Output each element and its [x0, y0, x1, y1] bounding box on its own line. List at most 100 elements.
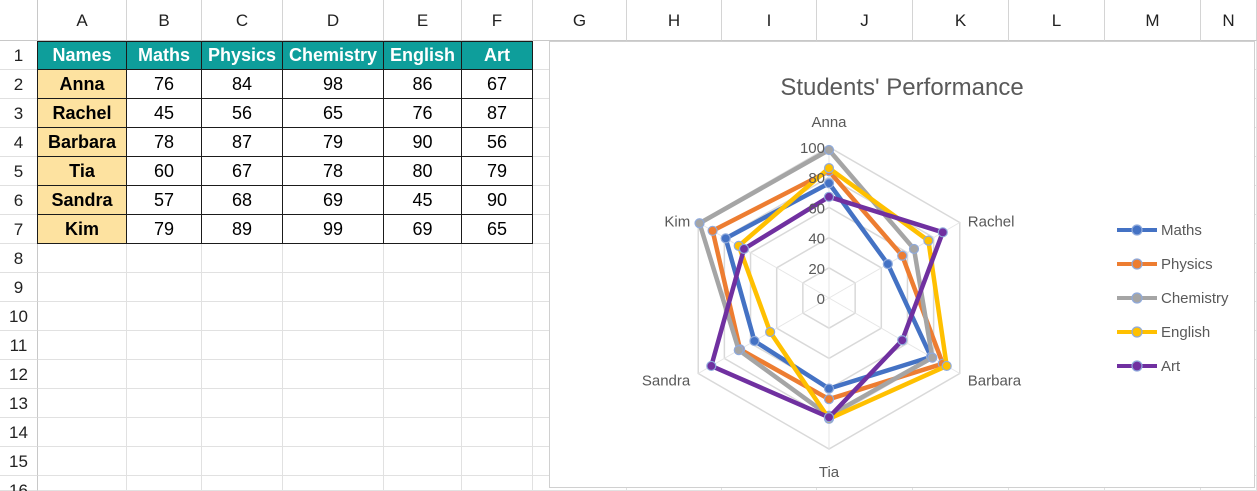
row-header-3[interactable]: 3: [0, 99, 38, 128]
data-point-art: [937, 227, 948, 238]
select-all-corner[interactable]: [0, 0, 38, 41]
row-header-10[interactable]: 10: [0, 302, 38, 331]
score-cell[interactable]: 87: [202, 128, 283, 157]
column-header-H[interactable]: H: [627, 0, 722, 41]
table-top-border: [38, 41, 533, 42]
name-cell[interactable]: Anna: [38, 70, 127, 99]
row-header-5[interactable]: 5: [0, 157, 38, 186]
radar-spoke: [828, 222, 961, 299]
column-header-D[interactable]: D: [283, 0, 384, 41]
column-header-A[interactable]: A: [38, 0, 127, 41]
name-cell[interactable]: Sandra: [38, 186, 127, 215]
data-point-maths: [823, 383, 835, 394]
gridline-vertical: [282, 41, 283, 491]
chart-title: Students' Performance: [780, 74, 1023, 101]
row-header-4[interactable]: 4: [0, 128, 38, 157]
score-cell[interactable]: 76: [384, 99, 462, 128]
row-header-7[interactable]: 7: [0, 215, 38, 244]
column-header-C[interactable]: C: [202, 0, 283, 41]
row-header-13[interactable]: 13: [0, 389, 38, 418]
score-cell[interactable]: 45: [384, 186, 462, 215]
score-cell[interactable]: 79: [462, 157, 533, 186]
score-cell[interactable]: 67: [202, 157, 283, 186]
score-cell[interactable]: 69: [283, 186, 384, 215]
column-header-K[interactable]: K: [913, 0, 1009, 41]
score-cell[interactable]: 89: [202, 215, 283, 244]
score-cell[interactable]: 65: [462, 215, 533, 244]
axis-tick-label: 60: [808, 200, 825, 217]
score-cell[interactable]: 98: [283, 70, 384, 99]
header-cell-maths[interactable]: Maths: [127, 41, 202, 70]
name-cell[interactable]: Tia: [38, 157, 127, 186]
column-header-M[interactable]: M: [1105, 0, 1201, 41]
score-cell[interactable]: 90: [462, 186, 533, 215]
row-header-1[interactable]: 1: [0, 41, 38, 70]
table-left-border: [37, 41, 38, 244]
score-cell[interactable]: 78: [283, 157, 384, 186]
score-cell[interactable]: 79: [127, 215, 202, 244]
name-cell[interactable]: Barbara: [38, 128, 127, 157]
header-cell-english[interactable]: English: [384, 41, 462, 70]
header-cell-physics[interactable]: Physics: [202, 41, 283, 70]
gridline-vertical: [532, 41, 533, 491]
score-cell[interactable]: 56: [202, 99, 283, 128]
name-cell[interactable]: Kim: [38, 215, 127, 244]
data-point-art: [706, 360, 717, 372]
header-cell-chemistry[interactable]: Chemistry: [283, 41, 384, 70]
row-header-14[interactable]: 14: [0, 418, 38, 447]
data-point-chemistry: [908, 243, 920, 255]
legend-label-maths: Maths: [1161, 222, 1202, 239]
score-cell[interactable]: 87: [462, 99, 533, 128]
data-point-maths: [823, 178, 835, 189]
column-header-F[interactable]: F: [462, 0, 533, 41]
gridline-vertical: [461, 41, 462, 491]
data-point-chemistry: [823, 144, 835, 156]
score-cell[interactable]: 76: [127, 70, 202, 99]
header-cell-names[interactable]: Names: [38, 41, 127, 70]
data-point-physics: [897, 250, 908, 261]
radar-chart[interactable]: Students' Performance Anna Rachel Barbara Ti…: [549, 41, 1255, 488]
score-cell[interactable]: 56: [462, 128, 533, 157]
legend-marker-english: [1131, 326, 1143, 338]
score-cell[interactable]: 57: [127, 186, 202, 215]
row-header-9[interactable]: 9: [0, 273, 38, 302]
gridline-vertical: [383, 41, 384, 491]
header-cell-art[interactable]: Art: [462, 41, 533, 70]
category-label-sandra: Sandra: [642, 373, 691, 390]
column-header-L[interactable]: L: [1009, 0, 1105, 41]
score-cell[interactable]: 78: [127, 128, 202, 157]
row-header-15[interactable]: 15: [0, 447, 38, 476]
data-point-english: [941, 360, 952, 372]
column-header-E[interactable]: E: [384, 0, 462, 41]
score-cell[interactable]: 45: [127, 99, 202, 128]
data-point-chemistry: [927, 352, 938, 363]
column-header-B[interactable]: B: [127, 0, 202, 41]
name-cell[interactable]: Rachel: [38, 99, 127, 128]
score-cell[interactable]: 90: [384, 128, 462, 157]
row-header-16[interactable]: 16: [0, 476, 38, 491]
score-cell[interactable]: 65: [283, 99, 384, 128]
data-point-english: [823, 163, 835, 174]
column-header-G[interactable]: G: [533, 0, 627, 41]
data-point-art: [897, 335, 908, 346]
score-cell[interactable]: 67: [462, 70, 533, 99]
score-cell[interactable]: 80: [384, 157, 462, 186]
score-cell[interactable]: 69: [384, 215, 462, 244]
data-point-art: [738, 243, 750, 255]
row-header-6[interactable]: 6: [0, 186, 38, 215]
column-header-N[interactable]: N: [1201, 0, 1257, 41]
data-point-maths: [720, 233, 731, 244]
column-header-I[interactable]: I: [722, 0, 817, 41]
column-header-J[interactable]: J: [817, 0, 913, 41]
row-header-8[interactable]: 8: [0, 244, 38, 273]
row-header-12[interactable]: 12: [0, 360, 38, 389]
row-header-11[interactable]: 11: [0, 331, 38, 360]
score-cell[interactable]: 60: [127, 157, 202, 186]
score-cell[interactable]: 86: [384, 70, 462, 99]
row-header-2[interactable]: 2: [0, 70, 38, 99]
legend-marker-chemistry: [1131, 292, 1143, 304]
score-cell[interactable]: 99: [283, 215, 384, 244]
score-cell[interactable]: 84: [202, 70, 283, 99]
score-cell[interactable]: 79: [283, 128, 384, 157]
score-cell[interactable]: 68: [202, 186, 283, 215]
